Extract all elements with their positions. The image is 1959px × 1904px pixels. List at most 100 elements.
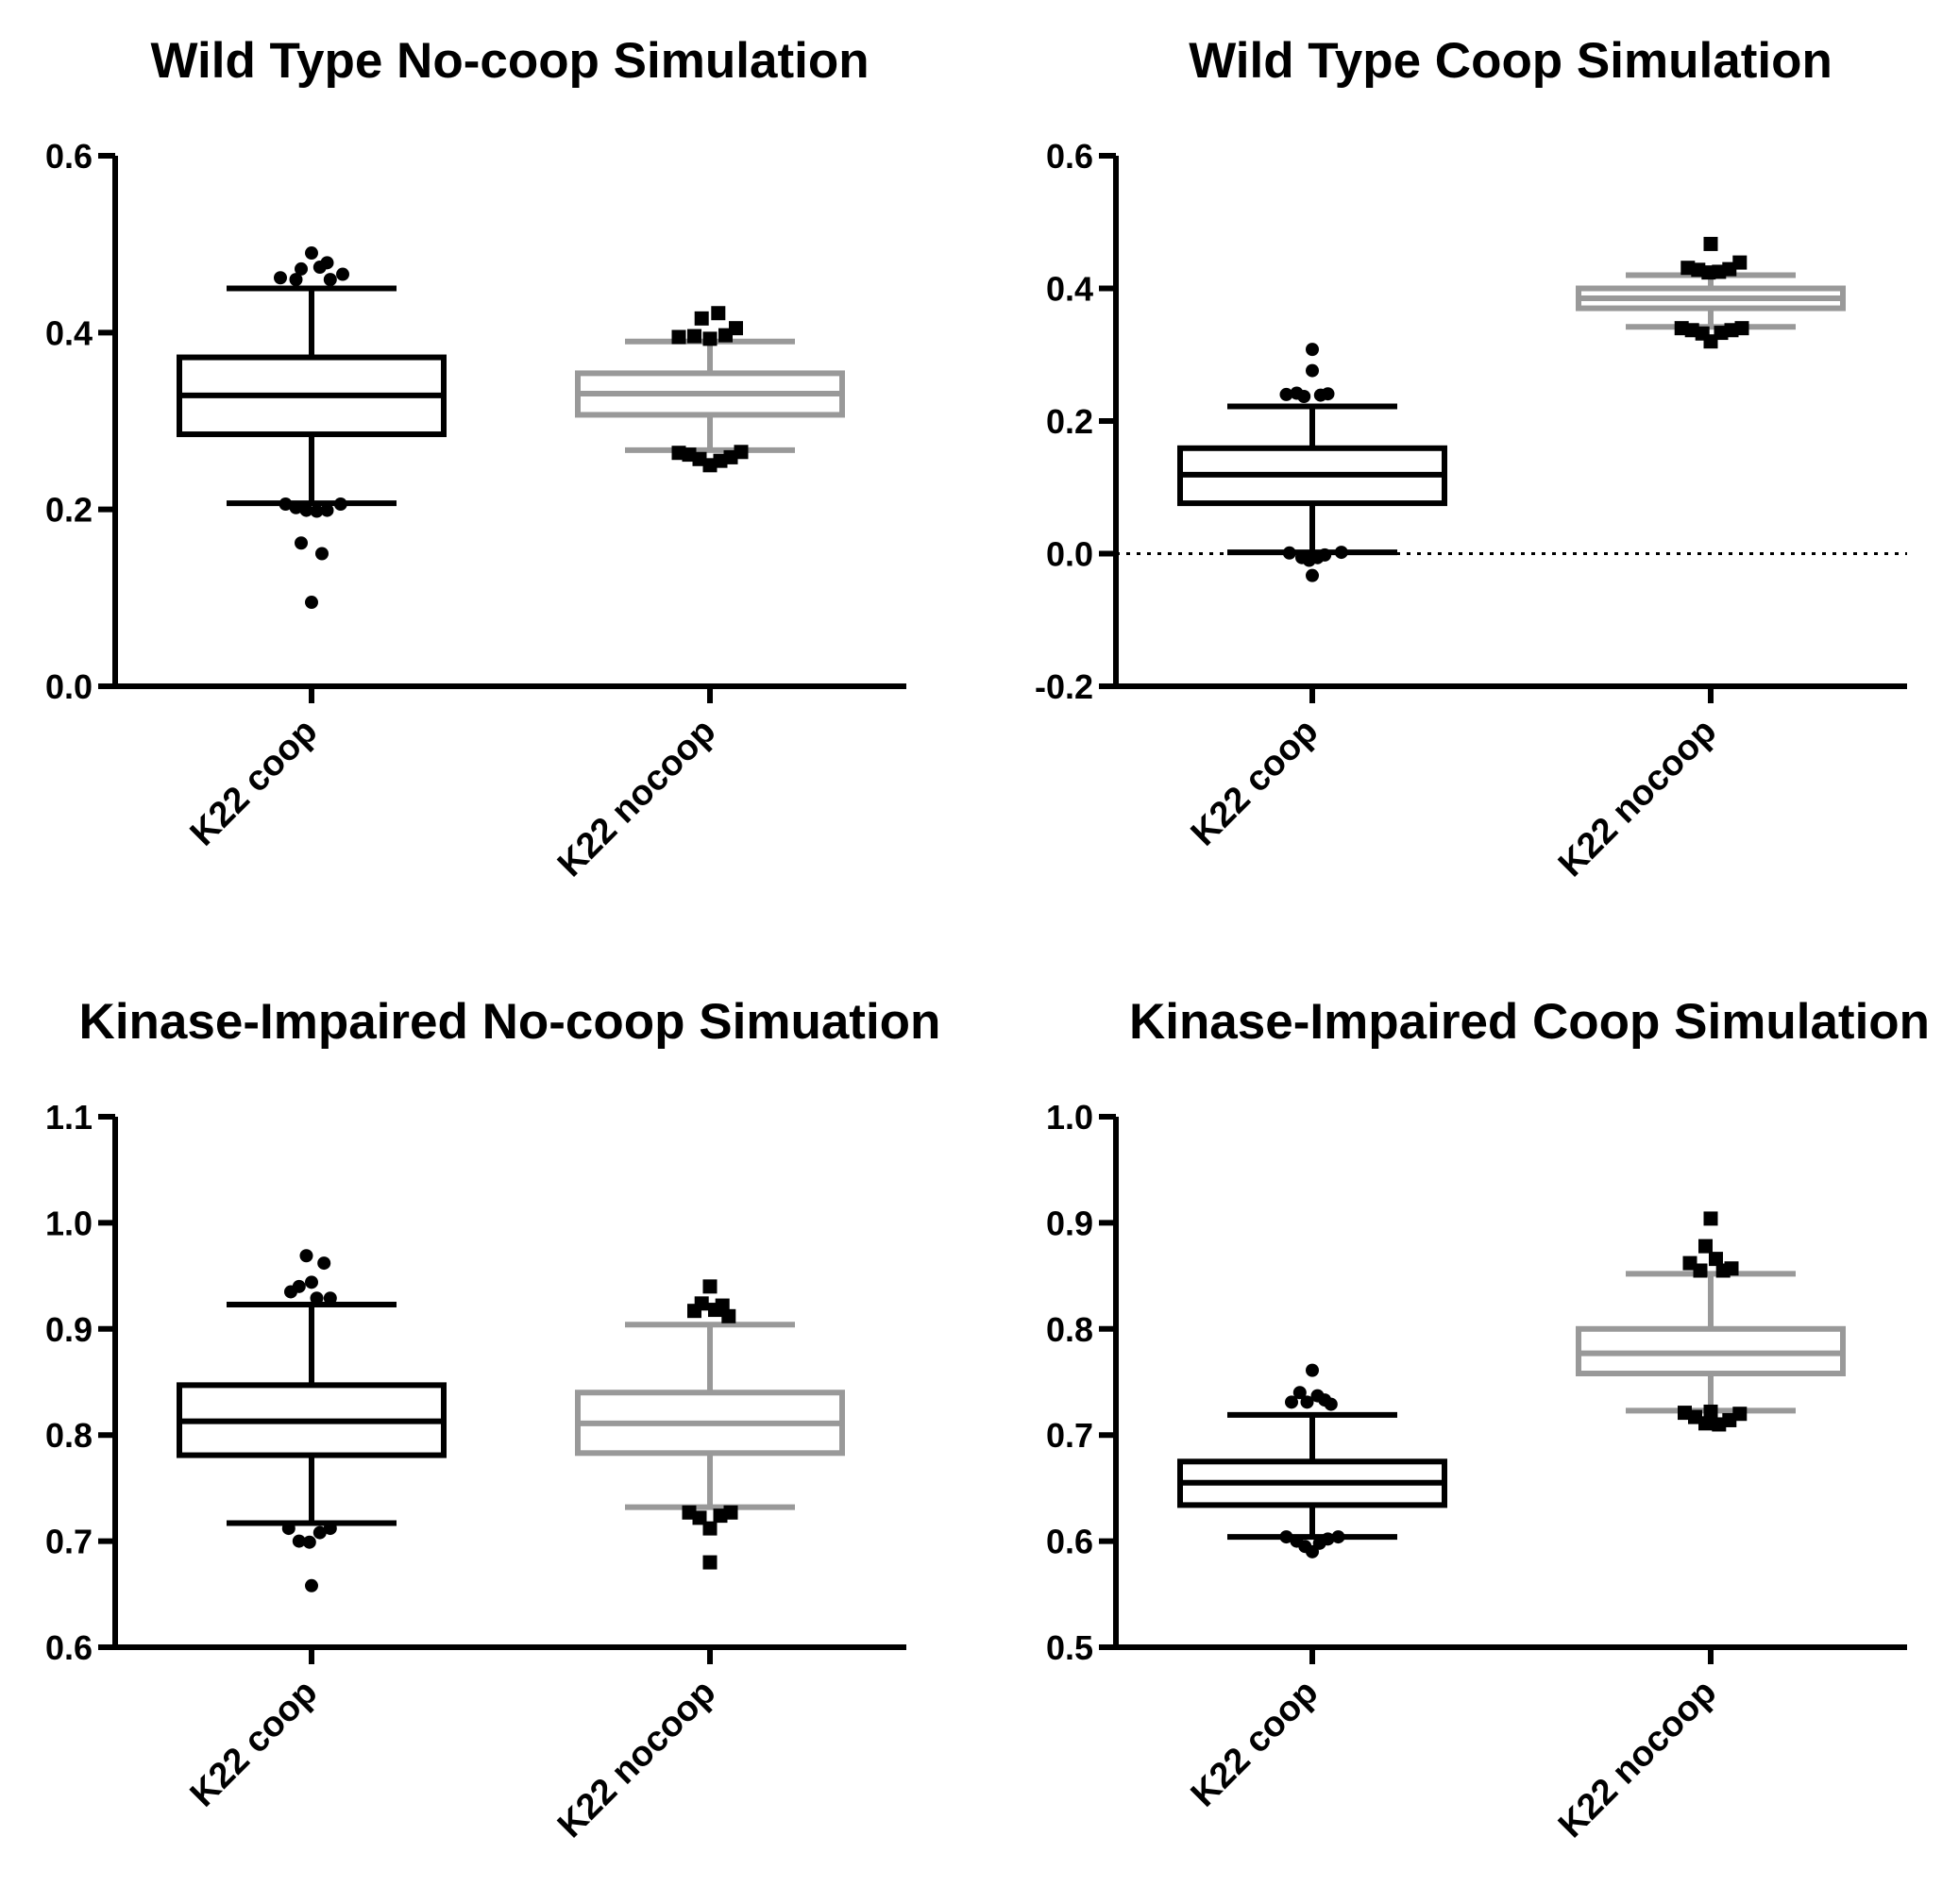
y-tick-label: 0.8: [1046, 1310, 1093, 1349]
outlier-point: [281, 1522, 296, 1536]
outlier-point: [323, 273, 337, 287]
outlier-point: [1734, 321, 1749, 336]
chart-panel-1: Wild Type No-coop Simulation 0.0 0.2 0.4 0.6…: [45, 33, 906, 885]
y-tick-label: -0.2: [1035, 667, 1093, 706]
outlier-point: [711, 306, 726, 321]
outlier-point: [274, 271, 287, 285]
y-tick-label: 0.4: [45, 313, 93, 352]
chart-panel-3: Kinase-Impaired No-coop Simuation 0.6 0.7 0…: [45, 994, 940, 1845]
box-plot-k22-coop: [177, 246, 447, 610]
outlier-point: [1285, 1395, 1298, 1409]
x-category-label: K22 nocoop: [550, 1673, 723, 1845]
outlier-point: [1282, 546, 1296, 560]
outlier-point: [1292, 1386, 1307, 1400]
outlier-point: [317, 1256, 331, 1271]
outlier-point: [687, 329, 701, 344]
outlier-point: [320, 256, 334, 270]
y-tick-label: 0.9: [45, 1310, 93, 1349]
outlier-point: [323, 1291, 337, 1306]
outlier-point: [1300, 1395, 1314, 1409]
outlier-point: [1321, 1532, 1335, 1546]
outlier-point: [723, 1505, 738, 1520]
x-category-label: K22 coop: [183, 1673, 326, 1815]
box-plot-k22-nocoop: [1576, 1211, 1846, 1432]
chart-title: Wild Type Coop Simulation: [1189, 33, 1832, 89]
outlier-point: [1306, 1363, 1319, 1377]
x-category-label: K22 nocoop: [1551, 712, 1724, 885]
y-tick-label: 0.5: [1046, 1628, 1093, 1667]
outlier-point: [1306, 363, 1319, 378]
outlier-point: [320, 503, 334, 517]
y-tick-label: 0.6: [45, 1628, 93, 1667]
y-tick-label: 0.6: [1046, 137, 1093, 176]
outlier-point: [312, 1525, 327, 1540]
outlier-point: [289, 500, 303, 514]
outlier-point: [310, 504, 324, 518]
outlier-point: [292, 1279, 306, 1293]
outlier-point: [295, 536, 308, 550]
outlier-point: [310, 1291, 324, 1306]
x-category-label: K22 nocoop: [1551, 1673, 1724, 1845]
outlier-point: [1724, 1261, 1739, 1276]
outlier-point: [694, 1296, 709, 1311]
box-plot-k22-nocoop: [575, 1279, 845, 1570]
outlier-point: [299, 503, 313, 517]
y-tick-label: 0.0: [1046, 535, 1093, 574]
y-tick-label: 1.1: [45, 1098, 93, 1137]
outlier-point: [305, 1275, 318, 1289]
outlier-point: [694, 311, 709, 326]
outlier-point: [336, 267, 349, 281]
outlier-point: [1324, 1397, 1338, 1411]
outlier-point: [1703, 1404, 1718, 1419]
x-category-label: K22 coop: [1184, 1673, 1326, 1815]
outlier-point: [1334, 546, 1348, 560]
outlier-point: [702, 331, 718, 346]
outlier-point: [289, 273, 303, 287]
y-tick-label: 0.6: [45, 137, 93, 176]
outlier-point: [1703, 1211, 1718, 1226]
y-tick-label: 1.0: [45, 1204, 93, 1242]
y-tick-label: 0.0: [45, 667, 93, 706]
outlier-point: [1297, 390, 1311, 404]
outlier-point: [323, 1522, 337, 1536]
y-tick-label: 0.2: [45, 491, 93, 530]
y-tick-label: 0.4: [1046, 270, 1093, 309]
box-plot-k22-nocoop: [1576, 236, 1846, 349]
outlier-point: [305, 246, 318, 261]
box-plot-k22-nocoop: [575, 306, 845, 473]
outlier-point: [302, 1535, 316, 1549]
chart-title: Kinase-Impaired No-coop Simuation: [79, 994, 941, 1050]
x-category-label: K22 nocoop: [550, 712, 723, 885]
outlier-point: [279, 497, 293, 512]
outlier-point: [702, 1521, 718, 1536]
outlier-point: [1321, 387, 1335, 401]
outlier-point: [1331, 1530, 1345, 1544]
chart-title: Wild Type No-coop Simulation: [150, 33, 869, 89]
chart-panel-4: Kinase-Impaired Coop Simulation 0.5 0.6 0.7…: [1046, 994, 1930, 1845]
outlier-point: [702, 1555, 718, 1570]
outlier-point: [315, 547, 329, 561]
chart-panel-2: Wild Type Coop Simulation -0.2 0.0 0.2 0.4 0.…: [1035, 33, 1907, 885]
outlier-point: [1306, 343, 1319, 357]
outlier-point: [671, 329, 686, 345]
x-category-label: K22 coop: [1184, 712, 1326, 854]
y-tick-label: 0.7: [45, 1523, 93, 1561]
chart-title: Kinase-Impaired Coop Simulation: [1129, 994, 1930, 1050]
y-tick-label: 1.0: [1046, 1098, 1093, 1137]
outlier-point: [295, 261, 308, 276]
outlier-point: [734, 445, 749, 460]
outlier-point: [1703, 236, 1718, 251]
y-tick-label: 0.8: [45, 1416, 93, 1455]
x-category-label: K22 coop: [183, 712, 326, 854]
outlier-point: [305, 1578, 318, 1592]
y-tick-label: 0.7: [1046, 1416, 1093, 1455]
outlier-point: [1698, 1416, 1713, 1431]
outlier-point: [1732, 255, 1748, 270]
y-tick-label: 0.2: [1046, 402, 1093, 441]
box-plot-k22-coop: [177, 1249, 447, 1592]
outlier-point: [299, 1249, 313, 1263]
outlier-point: [1709, 1252, 1723, 1267]
outlier-point: [1306, 568, 1319, 582]
outlier-point: [1279, 387, 1293, 401]
